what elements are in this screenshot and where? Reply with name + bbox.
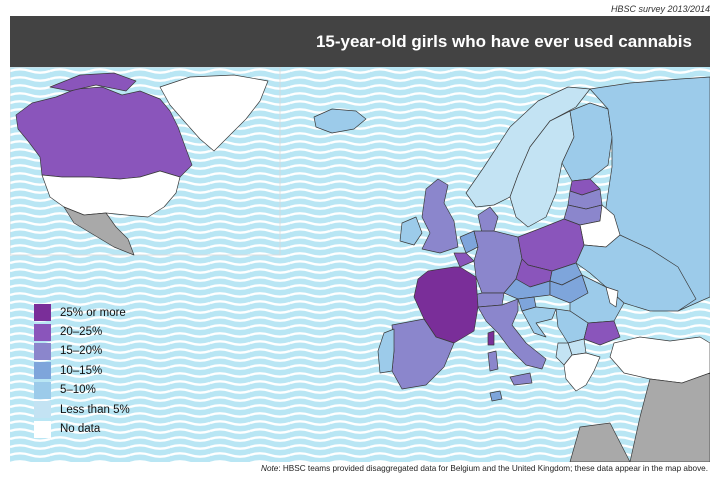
legend-swatch [34,381,51,399]
region-portugal [377,328,395,374]
legend-item: 25% or more [34,303,130,322]
note-text: : HBSC teams provided disaggregated data… [278,464,708,473]
legend-label: 20–25% [60,326,103,339]
legend-label: 25% or more [60,306,126,319]
region-mexico [63,206,135,256]
region-croatia [521,306,557,338]
region-bulgaria [583,320,621,346]
region-sicily [509,372,533,386]
region-greenland [159,74,269,152]
legend-label: 15–20% [60,345,103,358]
region-malta [489,390,503,402]
legend-item: 20–25% [34,322,130,341]
title-bar: 15-year-old girls who have ever used can… [10,16,710,67]
region-canada [15,86,193,180]
region-uk [421,178,459,254]
region-moldova [605,286,619,308]
region-sardinia [487,350,499,372]
legend-swatch [34,420,51,438]
region-norway [465,86,591,208]
legend-swatch [34,342,51,360]
legend-item: Less than 5% [34,400,130,419]
region-finland [561,102,613,182]
region-middle-east [629,372,710,462]
map-area [10,67,710,462]
region-ukraine [575,234,697,312]
region-france [413,266,479,344]
legend-swatch [34,362,51,380]
legend-swatch [34,304,51,322]
legend-swatch [34,323,51,341]
note-prefix: Note [261,464,279,473]
legend-item: 5–10% [34,381,130,400]
region-iceland [313,108,367,134]
survey-label: HBSC survey 2013/2014 [610,4,710,14]
legend: 25% or more 20–25% 15–20% 10–15% 5–10% L… [34,303,130,439]
region-canada-arctic [49,72,137,92]
legend-item: 10–15% [34,361,130,380]
map-title: 15-year-old girls who have ever used can… [315,31,692,51]
region-denmark [477,206,499,234]
legend-item: 15–20% [34,342,130,361]
europe-map [10,67,710,462]
legend-label: 10–15% [60,364,103,377]
legend-label: Less than 5% [60,403,130,416]
region-greece [563,352,601,392]
region-turkey [609,336,710,384]
region-corsica [487,330,495,346]
legend-label: 5–10% [60,384,96,397]
legend-label: No data [60,423,101,436]
region-ireland [399,216,423,246]
legend-swatch [34,401,51,419]
region-north-africa [569,422,631,462]
legend-item: No data [34,419,130,438]
footnote: Note: HBSC teams provided disaggregated … [261,464,708,473]
